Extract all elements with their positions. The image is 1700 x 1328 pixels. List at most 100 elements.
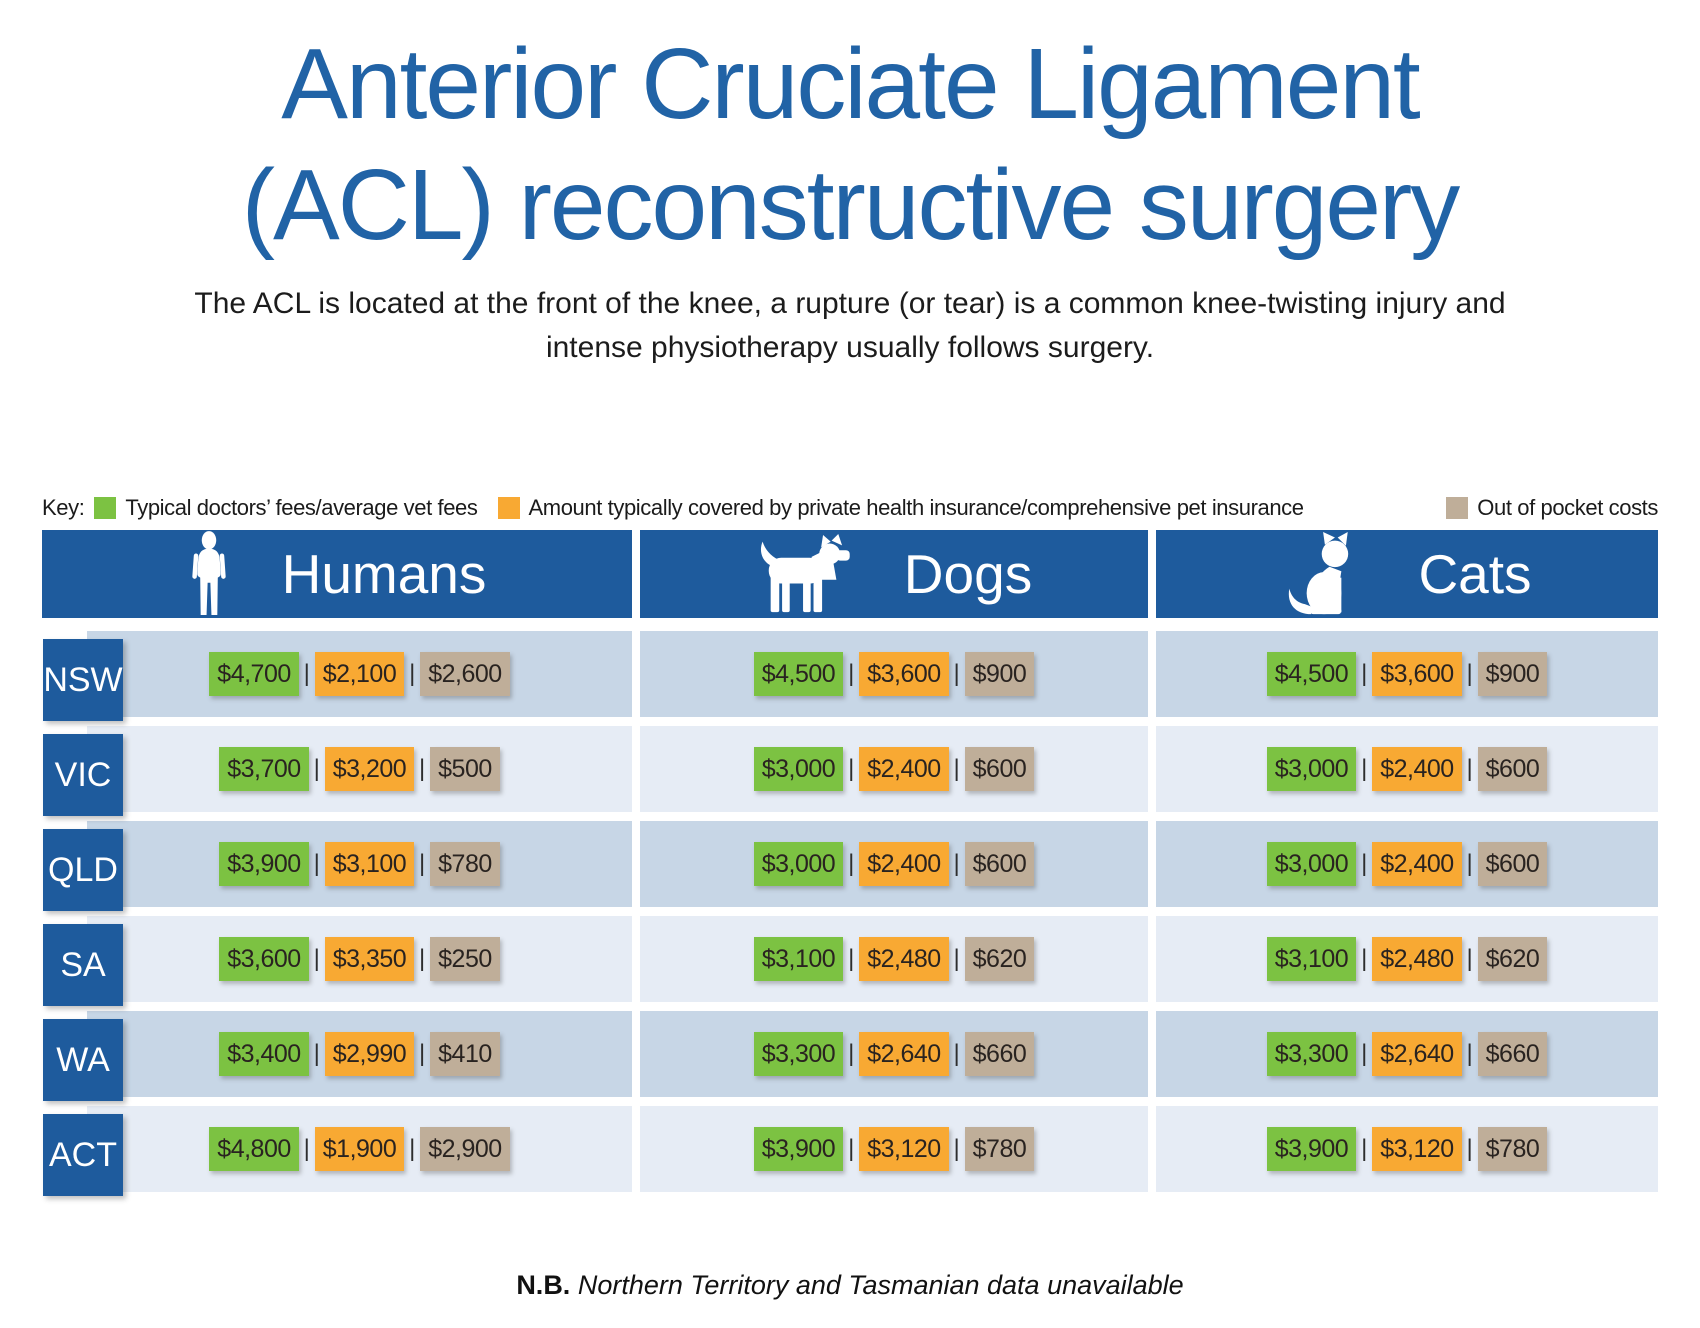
fee-chip-out-of-pocket: $410 xyxy=(430,1032,500,1076)
fee-chip-group: $3,900 | $3,120 | $780 xyxy=(1156,1106,1658,1192)
table-row-wa: $3,400 | $2,990 | $410 WA $3,300 | $2,640 | $660 $3… xyxy=(42,1011,1658,1101)
page-subtitle-line2: intense physiotherapy usually follows su… xyxy=(545,330,1155,364)
fee-chip-insurance: $3,200 xyxy=(324,747,415,791)
fee-chip-out-of-pocket: $2,600 xyxy=(420,652,510,696)
table-row-act: $4,800 | $1,900 | $2,900 ACT $3,900 | $3,120 | $78… xyxy=(42,1106,1658,1196)
fee-chip-out-of-pocket: $2,900 xyxy=(420,1127,510,1171)
chip-separator: | xyxy=(953,1135,960,1162)
fee-chip-group: $4,500 | $3,600 | $900 xyxy=(640,631,1148,717)
chip-separator: | xyxy=(953,945,960,972)
chip-separator: | xyxy=(848,850,855,877)
table-row-nsw: $4,700 | $2,100 | $2,600 NSW $4,500 | $3,600 | $90… xyxy=(42,631,1658,721)
cats-cell: $3,100 | $2,480 | $620 xyxy=(1156,916,1658,1002)
legend-item-label: Out of pocket costs xyxy=(1477,495,1658,520)
legend-swatch-0 xyxy=(94,497,117,519)
fee-chip-out-of-pocket: $660 xyxy=(1477,1032,1548,1076)
human-icon xyxy=(188,531,230,617)
fee-chip-group: $3,400 | $2,990 | $410 xyxy=(87,1011,632,1097)
cats-cell: $3,900 | $3,120 | $780 xyxy=(1156,1106,1658,1192)
chip-separator: | xyxy=(848,945,855,972)
chip-separator: | xyxy=(1361,1040,1368,1067)
cats-cell: $3,000 | $2,400 | $600 xyxy=(1156,726,1658,812)
cats-cell: $3,300 | $2,640 | $660 xyxy=(1156,1011,1658,1097)
chip-separator: | xyxy=(313,945,320,972)
chip-separator: | xyxy=(419,850,426,877)
chip-separator: | xyxy=(1361,945,1368,972)
column-header-dogs: Dogs xyxy=(640,530,1148,618)
fee-chip-doctor-vet: $3,300 xyxy=(1266,1032,1357,1076)
fee-chip-insurance: $3,120 xyxy=(1372,1127,1462,1171)
chip-separator: | xyxy=(1361,755,1368,782)
chip-separator: | xyxy=(1361,1135,1368,1162)
fee-chip-out-of-pocket: $900 xyxy=(1477,652,1548,696)
fee-chip-group: $4,800 | $1,900 | $2,900 xyxy=(87,1106,632,1192)
fee-chip-out-of-pocket: $250 xyxy=(430,937,500,981)
fee-chip-insurance: $2,400 xyxy=(1372,747,1462,791)
dog-icon xyxy=(756,534,852,614)
page-subtitle: The ACL is located at the front of the k… xyxy=(0,282,1700,369)
chip-separator: | xyxy=(953,755,960,782)
chip-separator: | xyxy=(953,660,960,687)
state-badge: VIC xyxy=(43,734,123,816)
column-header-label: Cats xyxy=(1418,543,1532,605)
fee-chip-out-of-pocket: $660 xyxy=(964,1032,1035,1076)
cost-table: Humans Dogs Cats $4,700 | $2,100 | $2,600 NSW $4… xyxy=(42,530,1658,1196)
column-header-label: Humans xyxy=(281,543,487,605)
cats-cell: $3,000 | $2,400 | $600 xyxy=(1156,821,1658,907)
cats-cell: $4,500 | $3,600 | $900 xyxy=(1156,631,1658,717)
fee-chip-group: $3,100 | $2,480 | $620 xyxy=(640,916,1148,1002)
fee-chip-doctor-vet: $3,600 xyxy=(219,937,309,981)
fee-chip-doctor-vet: $3,000 xyxy=(753,747,844,791)
state-badge: ACT xyxy=(43,1114,123,1196)
fee-chip-doctor-vet: $4,800 xyxy=(209,1127,299,1171)
fee-chip-doctor-vet: $4,500 xyxy=(1266,652,1357,696)
legend-swatch-2 xyxy=(1446,497,1469,519)
chip-separator: | xyxy=(848,660,855,687)
fee-chip-out-of-pocket: $900 xyxy=(964,652,1035,696)
chip-separator: | xyxy=(303,660,310,687)
fee-chip-insurance: $2,640 xyxy=(1372,1032,1462,1076)
chip-separator: | xyxy=(848,755,855,782)
footnote-nb: N.B. xyxy=(516,1270,571,1300)
fee-chip-group: $3,000 | $2,400 | $600 xyxy=(1156,821,1658,907)
fee-chip-insurance: $3,600 xyxy=(859,652,949,696)
fee-chip-group: $3,700 | $3,200 | $500 xyxy=(87,726,632,812)
fee-chip-group: $3,100 | $2,480 | $620 xyxy=(1156,916,1658,1002)
table-header-row: Humans Dogs Cats xyxy=(42,530,1658,618)
dogs-cell: $3,000 | $2,400 | $600 xyxy=(640,726,1148,812)
humans-cell: $3,700 | $3,200 | $500 VIC xyxy=(42,726,632,816)
table-row-sa: $3,600 | $3,350 | $250 SA $3,100 | $2,480 | $620 $3… xyxy=(42,916,1658,1006)
fee-chip-group: $3,900 | $3,100 | $780 xyxy=(87,821,632,907)
chip-separator: | xyxy=(848,1135,855,1162)
chip-separator: | xyxy=(1466,850,1473,877)
fee-chip-out-of-pocket: $600 xyxy=(1477,747,1548,791)
fee-chip-insurance: $2,480 xyxy=(1372,937,1462,981)
fee-chip-doctor-vet: $3,000 xyxy=(1266,842,1357,886)
table-body: $4,700 | $2,100 | $2,600 NSW $4,500 | $3,600 | $90… xyxy=(42,631,1658,1196)
footnote-text: Northern Territory and Tasmanian data un… xyxy=(570,1270,1184,1300)
cat-icon xyxy=(1282,532,1366,616)
fee-chip-out-of-pocket: $780 xyxy=(1477,1127,1548,1171)
fee-chip-insurance: $2,100 xyxy=(314,652,405,696)
dogs-cell: $3,100 | $2,480 | $620 xyxy=(640,916,1148,1002)
chip-separator: | xyxy=(313,850,320,877)
page-title-line1: Anterior Cruciate Ligament xyxy=(281,28,1420,140)
fee-chip-doctor-vet: $3,900 xyxy=(753,1127,844,1171)
fee-chip-doctor-vet: $3,400 xyxy=(219,1032,309,1076)
legend-item-label: Typical doctors’ fees/average vet fees xyxy=(125,495,478,520)
table-row-vic: $3,700 | $3,200 | $500 VIC $3,000 | $2,400 | $600 $… xyxy=(42,726,1658,816)
chip-separator: | xyxy=(953,850,960,877)
chip-separator: | xyxy=(1466,1040,1473,1067)
state-badge: QLD xyxy=(43,829,123,911)
chip-separator: | xyxy=(1466,660,1473,687)
fee-chip-insurance: $2,480 xyxy=(859,937,949,981)
footnote: N.B. Northern Territory and Tasmanian da… xyxy=(0,1270,1700,1301)
state-badge: NSW xyxy=(43,639,123,721)
dogs-cell: $3,300 | $2,640 | $660 xyxy=(640,1011,1148,1097)
fee-chip-insurance: $2,990 xyxy=(324,1032,415,1076)
fee-chip-insurance: $3,120 xyxy=(859,1127,949,1171)
chip-separator: | xyxy=(419,945,426,972)
fee-chip-doctor-vet: $3,900 xyxy=(1266,1127,1357,1171)
humans-cell: $3,400 | $2,990 | $410 WA xyxy=(42,1011,632,1101)
